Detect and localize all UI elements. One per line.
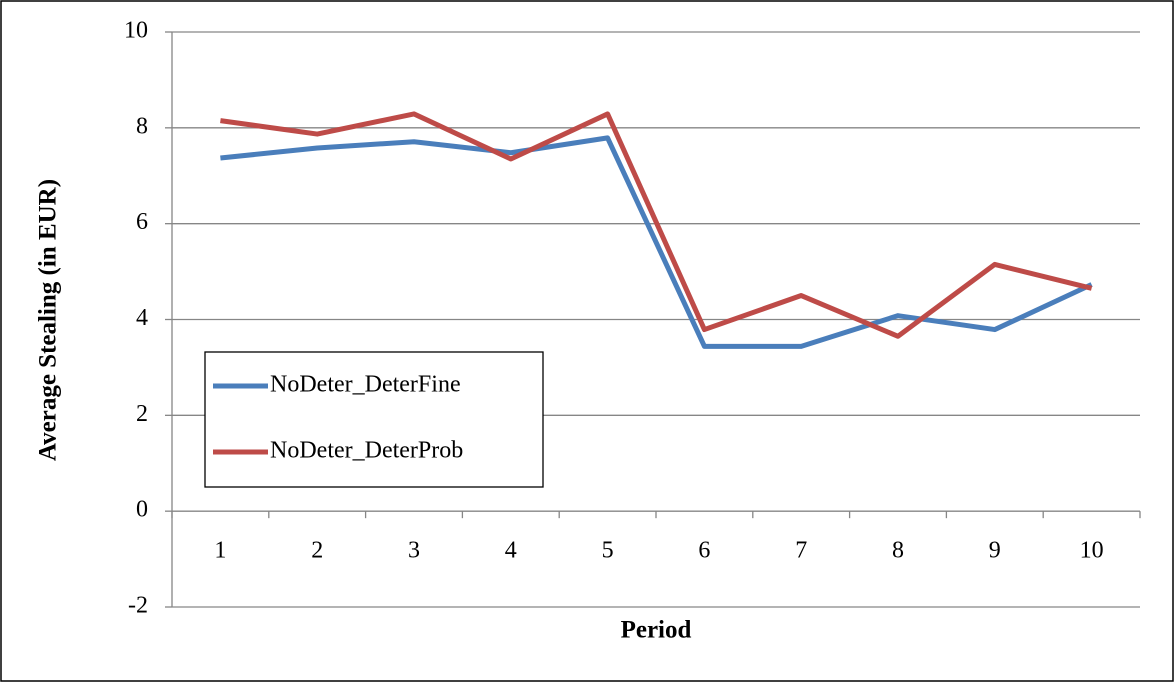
y-tick-label: 10 xyxy=(124,18,148,44)
x-axis-title: Period xyxy=(621,617,692,644)
x-tick-label: 7 xyxy=(795,538,807,564)
data-line xyxy=(220,135,1093,349)
legend-box xyxy=(204,351,544,488)
y-tick-label: 6 xyxy=(136,209,148,235)
x-tick-label: 5 xyxy=(602,538,614,564)
x-tick-label: 3 xyxy=(408,538,420,564)
x-tick-label: 9 xyxy=(989,538,1001,564)
x-tick-label: 1 xyxy=(214,538,226,564)
legend-label: NoDeter_DeterProb xyxy=(270,438,463,464)
x-tick-label: 8 xyxy=(892,538,904,564)
y-tick-label: 4 xyxy=(136,305,148,331)
x-tick-label: 10 xyxy=(1080,538,1104,564)
x-tick-label: 4 xyxy=(505,538,517,564)
legend-label: NoDeter_DeterFine xyxy=(270,372,461,398)
x-tick-label: 2 xyxy=(311,538,323,564)
y-tick-label: 2 xyxy=(136,401,148,427)
y-tick-label: 8 xyxy=(136,113,148,139)
y-tick-label: 0 xyxy=(136,497,148,523)
y-axis-title: Average Stealing (in EUR) xyxy=(35,179,62,461)
y-tick-label: -2 xyxy=(128,593,148,619)
data-line xyxy=(220,111,1093,339)
x-tick-label: 6 xyxy=(698,538,710,564)
